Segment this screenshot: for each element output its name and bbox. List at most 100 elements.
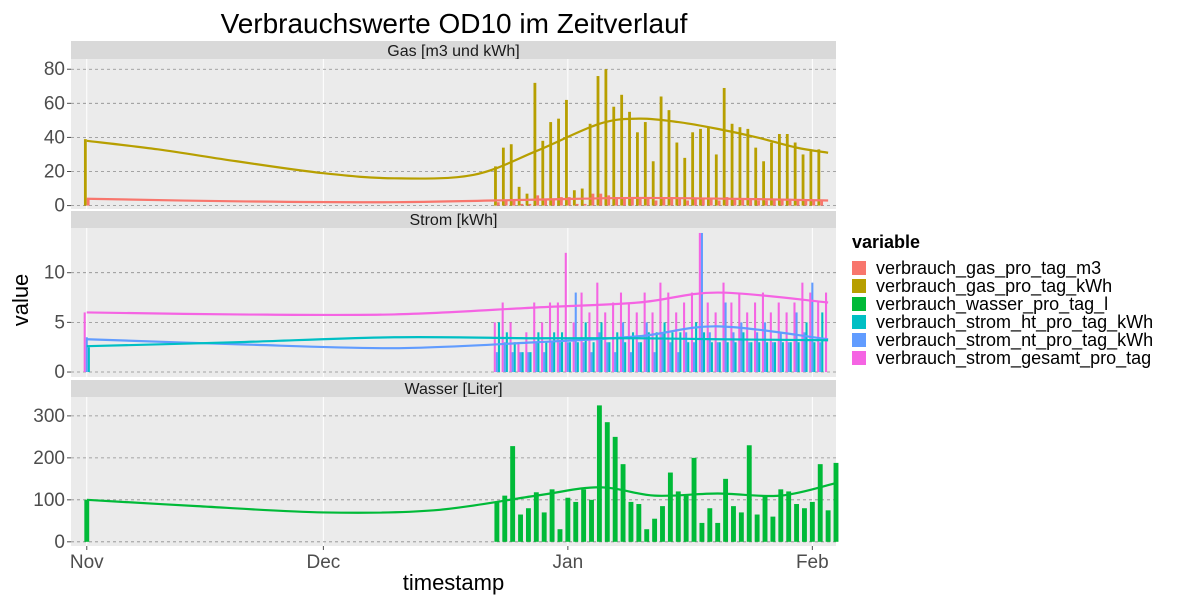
bar [584,322,587,373]
bar [690,292,694,373]
bar [589,499,594,542]
bar [811,282,814,373]
trend-line [86,481,837,514]
bar [596,282,599,373]
legend: variable verbrauch_gas_pro_tag_m3 verbra… [852,232,1192,368]
bar [700,232,703,373]
bar [718,342,721,373]
bar [794,504,800,542]
bar [803,332,806,373]
y-tick-label: 0 [54,362,65,383]
panel-background [71,228,836,377]
legend-entry: verbrauch_strom_gesamt_pro_tag [852,348,1192,368]
bar [636,504,642,542]
bar [746,445,752,542]
bar [809,151,813,206]
bar [786,491,792,542]
legend-key [852,315,866,329]
bar [644,529,650,542]
bar [511,352,514,373]
bar [788,198,792,206]
bar [643,122,647,206]
bar [757,200,760,206]
bar [732,332,735,373]
bar [638,198,642,206]
legend-key [852,261,866,275]
bar [821,312,824,373]
trend-line [86,325,829,350]
bar [608,342,611,373]
bar [580,292,583,373]
bar [738,127,742,206]
bar [502,495,508,542]
legend-label: verbrauch_wasser_pro_tag_l [876,293,1109,314]
trend-line [86,196,829,204]
x-tick-label: Feb [796,552,829,573]
bar [654,200,658,206]
bar [576,342,579,373]
bar [85,337,88,373]
bar [655,332,658,373]
bar [541,512,547,542]
bar [723,478,729,542]
bar [87,347,90,373]
bar [667,110,671,206]
bar [761,292,764,373]
bar [600,322,603,373]
y-tick-label: 0 [54,532,65,553]
bar [762,161,766,206]
bar [525,332,528,373]
bar [802,508,807,542]
bar [677,352,680,373]
bar [494,501,500,542]
y-tick-label: 20 [44,162,65,183]
bar [614,352,617,373]
bar [647,332,650,373]
bar [588,312,591,373]
bar [580,188,584,206]
bar [501,147,505,206]
bar [535,342,538,373]
bar [495,352,498,373]
bar [623,197,626,206]
bar [699,522,705,542]
bar [702,332,706,373]
bar [734,342,737,373]
bar [630,197,634,206]
bar [741,198,745,206]
bar [651,161,655,206]
bar [675,312,678,373]
bar [553,332,556,373]
bar [716,342,719,373]
bar [778,489,784,542]
bar [520,203,524,206]
bar [785,134,789,206]
bar [635,312,638,373]
bar [544,198,548,206]
bar [667,472,673,542]
bar [545,342,548,373]
bar [763,322,767,373]
bar [691,457,697,542]
bar [725,197,729,206]
bar [518,514,523,542]
bar [733,198,737,206]
bar [770,142,773,206]
bar [825,292,828,373]
bar [683,157,687,206]
bar [590,352,593,373]
bar [551,342,554,373]
bar [583,203,587,206]
bar [659,282,662,373]
facet-strip [71,380,836,397]
bar [726,342,729,373]
legend-entry: verbrauch_strom_nt_pro_tag_kWh [852,330,1192,350]
x-axis-title: timestamp [403,570,504,595]
bar [527,352,530,373]
bar [781,342,784,373]
bar [528,203,532,206]
bar [765,200,768,206]
y-tick-label: 80 [44,59,65,80]
bar [669,342,672,373]
bar [730,123,734,206]
